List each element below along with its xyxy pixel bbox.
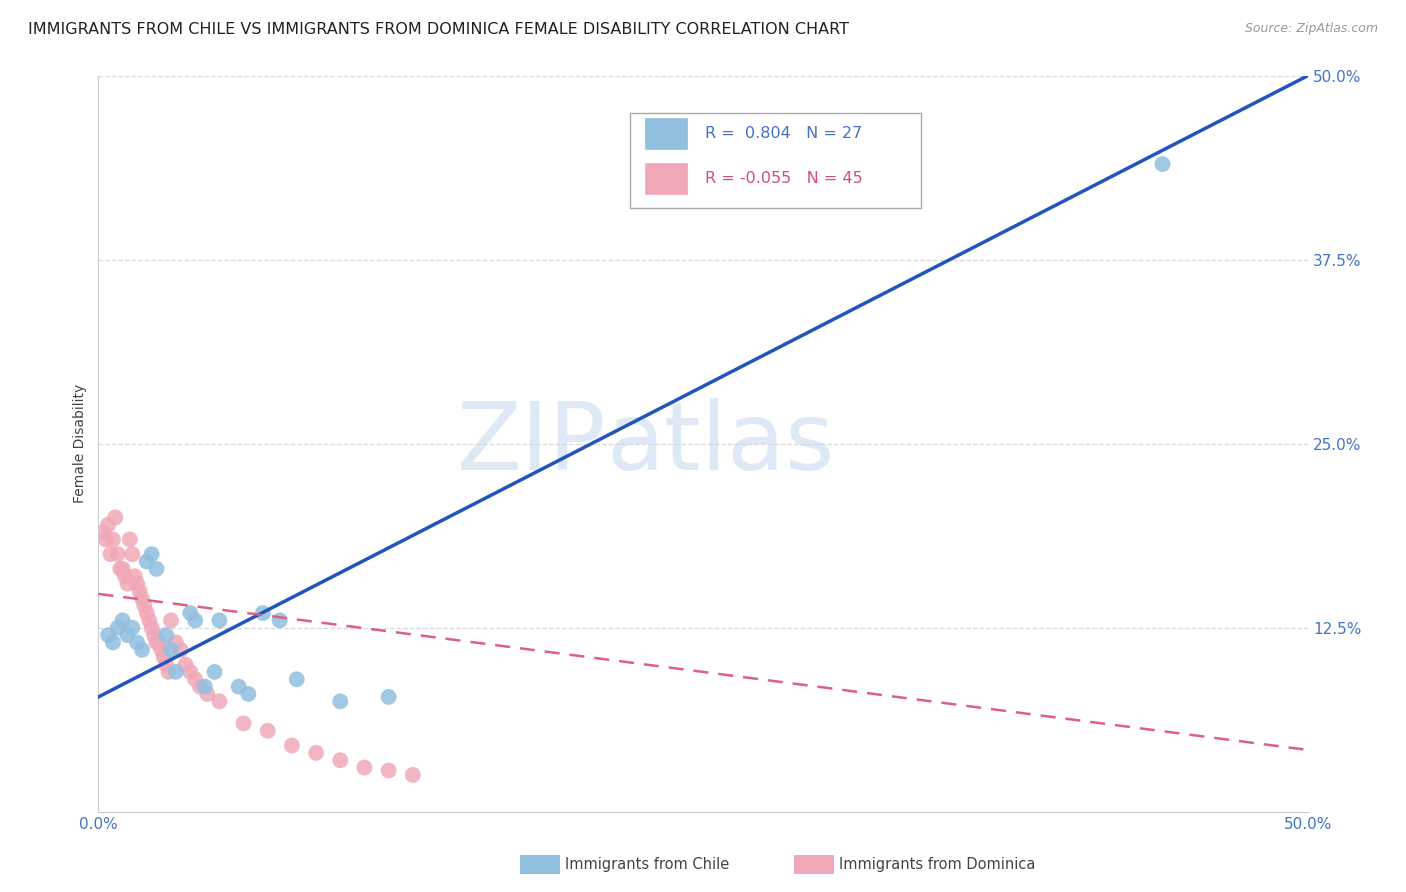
Point (179, 665, 201, 679)
Point (208, 614, 231, 628)
Point (145, 562, 167, 576)
FancyBboxPatch shape (645, 163, 688, 194)
Point (117, 576, 139, 591)
Text: atlas: atlas (606, 398, 835, 490)
Point (148, 635, 170, 649)
Point (101, 635, 124, 649)
Point (377, 764, 399, 778)
Point (188, 680, 211, 694)
Point (145, 635, 167, 649)
Bar (520, 855, 560, 874)
Point (141, 621, 163, 635)
Point (402, 768, 425, 782)
Point (131, 642, 153, 657)
Point (269, 614, 291, 628)
Point (118, 533, 141, 547)
Point (157, 665, 180, 679)
Point (104, 510, 127, 524)
Text: Source: ZipAtlas.com: Source: ZipAtlas.com (1244, 22, 1378, 36)
Point (97, 628, 120, 642)
Point (329, 753, 352, 767)
Point (134, 599, 156, 613)
Point (127, 576, 149, 591)
Point (238, 687, 260, 701)
Point (128, 584, 150, 599)
Point (107, 547, 129, 561)
Point (195, 687, 218, 701)
Point (135, 554, 157, 569)
Point (353, 760, 375, 774)
Point (1152, 157, 1174, 171)
Point (160, 642, 183, 657)
FancyBboxPatch shape (645, 118, 688, 149)
Point (184, 673, 207, 687)
Point (232, 716, 254, 731)
Text: Immigrants from Chile: Immigrants from Chile (565, 857, 730, 871)
Point (252, 606, 274, 620)
Point (165, 635, 187, 649)
Point (108, 562, 131, 576)
Point (138, 614, 160, 628)
Text: IMMIGRANTS FROM CHILE VS IMMIGRANTS FROM DOMINICA FEMALE DISABILITY CORRELATION : IMMIGRANTS FROM CHILE VS IMMIGRANTS FROM… (28, 22, 849, 37)
Point (204, 665, 226, 679)
Point (150, 642, 173, 657)
Point (94, 533, 117, 547)
Point (169, 642, 191, 657)
Point (285, 673, 308, 687)
Point (124, 569, 146, 583)
Point (121, 547, 143, 561)
FancyBboxPatch shape (630, 112, 921, 209)
Point (155, 628, 177, 642)
Point (114, 569, 136, 583)
Point (155, 657, 177, 672)
Point (208, 694, 231, 708)
Y-axis label: Female Disability: Female Disability (73, 384, 87, 503)
Point (165, 665, 187, 679)
Point (179, 606, 201, 620)
Text: R = -0.055   N = 45: R = -0.055 N = 45 (706, 171, 863, 186)
Point (305, 746, 328, 760)
Point (256, 723, 278, 738)
Text: Immigrants from Dominica: Immigrants from Dominica (839, 857, 1036, 871)
Point (111, 562, 134, 576)
Point (184, 614, 207, 628)
Point (152, 650, 174, 665)
Point (107, 621, 129, 635)
Point (141, 547, 163, 561)
Point (91, 524, 114, 539)
Text: R =  0.804   N = 27: R = 0.804 N = 27 (706, 126, 863, 141)
Point (100, 547, 122, 561)
Point (281, 739, 304, 753)
Point (160, 614, 183, 628)
Point (131, 591, 153, 606)
Bar (794, 855, 834, 874)
Point (121, 621, 143, 635)
Point (377, 690, 399, 704)
Point (194, 680, 217, 694)
Text: ZIP: ZIP (457, 398, 606, 490)
Point (111, 614, 134, 628)
Point (174, 657, 197, 672)
Point (329, 694, 352, 708)
Point (135, 606, 157, 620)
Point (127, 635, 149, 649)
Point (117, 628, 139, 642)
Point (97, 517, 120, 532)
Point (101, 533, 124, 547)
Point (143, 628, 166, 642)
Point (228, 680, 250, 694)
